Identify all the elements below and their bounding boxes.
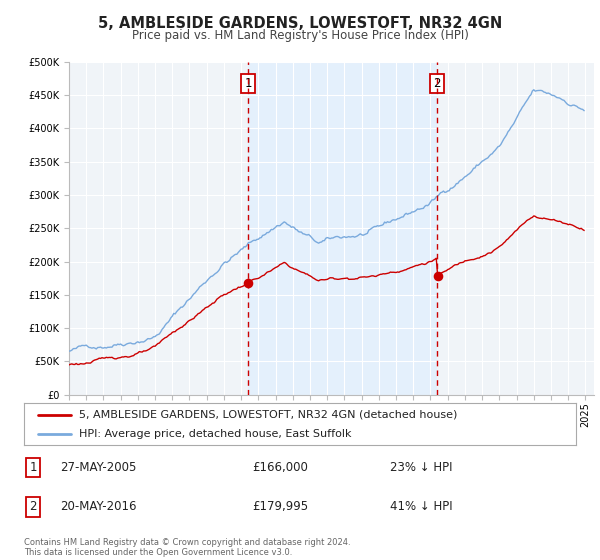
Text: £179,995: £179,995: [252, 500, 308, 514]
Text: 5, AMBLESIDE GARDENS, LOWESTOFT, NR32 4GN: 5, AMBLESIDE GARDENS, LOWESTOFT, NR32 4G…: [98, 16, 502, 31]
Text: Contains HM Land Registry data © Crown copyright and database right 2024.
This d: Contains HM Land Registry data © Crown c…: [24, 538, 350, 557]
Text: Price paid vs. HM Land Registry's House Price Index (HPI): Price paid vs. HM Land Registry's House …: [131, 29, 469, 42]
Bar: [248, 62, 437, 395]
Text: 27-MAY-2005: 27-MAY-2005: [60, 461, 136, 474]
Text: HPI: Average price, detached house, East Suffolk: HPI: Average price, detached house, East…: [79, 430, 352, 439]
Text: 2: 2: [29, 500, 37, 514]
Text: 1: 1: [29, 461, 37, 474]
Point: [244, 278, 253, 287]
Text: £166,000: £166,000: [252, 461, 308, 474]
Point: [433, 272, 442, 281]
Text: 41% ↓ HPI: 41% ↓ HPI: [390, 500, 452, 514]
Text: 5, AMBLESIDE GARDENS, LOWESTOFT, NR32 4GN (detached house): 5, AMBLESIDE GARDENS, LOWESTOFT, NR32 4G…: [79, 410, 458, 420]
Text: 1: 1: [244, 77, 252, 90]
Text: 23% ↓ HPI: 23% ↓ HPI: [390, 461, 452, 474]
Text: 20-MAY-2016: 20-MAY-2016: [60, 500, 137, 514]
Text: 2: 2: [433, 77, 441, 90]
